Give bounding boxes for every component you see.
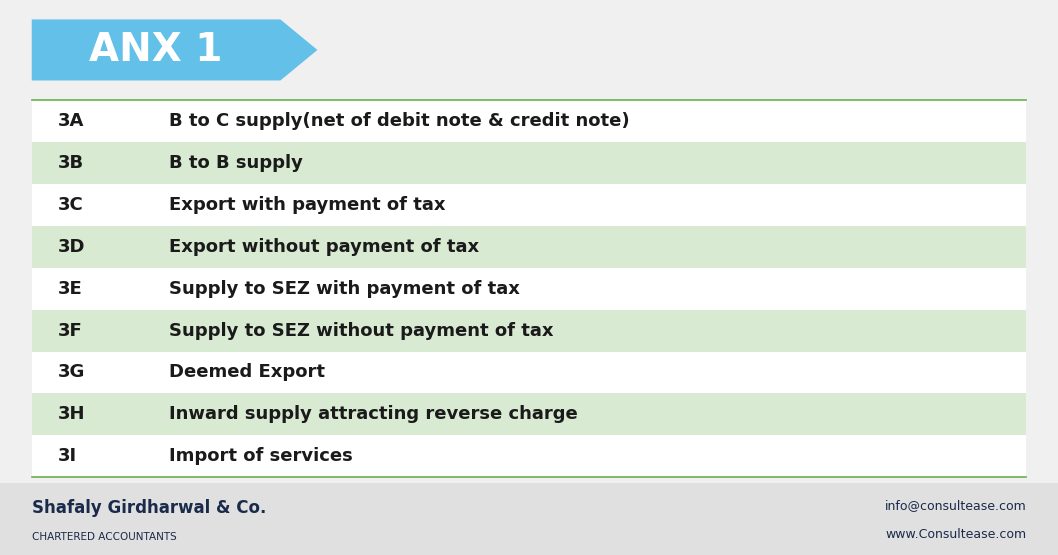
FancyBboxPatch shape	[32, 435, 1026, 477]
FancyBboxPatch shape	[0, 483, 1058, 555]
FancyBboxPatch shape	[32, 393, 1026, 435]
FancyBboxPatch shape	[32, 100, 1026, 142]
Text: Export with payment of tax: Export with payment of tax	[169, 196, 445, 214]
FancyBboxPatch shape	[32, 351, 1026, 393]
Text: ANX 1: ANX 1	[89, 31, 223, 69]
FancyBboxPatch shape	[32, 226, 1026, 268]
Text: CHARTERED ACCOUNTANTS: CHARTERED ACCOUNTANTS	[32, 532, 177, 542]
FancyBboxPatch shape	[32, 142, 1026, 184]
Text: 3H: 3H	[58, 405, 86, 423]
Text: B to B supply: B to B supply	[169, 154, 304, 172]
Text: 3F: 3F	[58, 321, 83, 340]
Text: Deemed Export: Deemed Export	[169, 364, 325, 381]
Text: 3D: 3D	[58, 238, 86, 256]
Text: Import of services: Import of services	[169, 447, 353, 465]
Polygon shape	[32, 19, 317, 80]
Text: 3E: 3E	[58, 280, 83, 297]
Text: Supply to SEZ without payment of tax: Supply to SEZ without payment of tax	[169, 321, 553, 340]
Text: info@consultease.com: info@consultease.com	[884, 500, 1026, 512]
Text: B to C supply(net of debit note & credit note): B to C supply(net of debit note & credit…	[169, 112, 630, 130]
FancyBboxPatch shape	[32, 310, 1026, 351]
Text: 3I: 3I	[58, 447, 77, 465]
FancyBboxPatch shape	[32, 268, 1026, 310]
Text: Supply to SEZ with payment of tax: Supply to SEZ with payment of tax	[169, 280, 521, 297]
Text: 3A: 3A	[58, 112, 85, 130]
Text: 3G: 3G	[58, 364, 86, 381]
Text: Shafaly Girdharwal & Co.: Shafaly Girdharwal & Co.	[32, 499, 267, 517]
FancyBboxPatch shape	[32, 184, 1026, 226]
Text: www.Consultease.com: www.Consultease.com	[886, 528, 1026, 541]
Text: 3B: 3B	[58, 154, 85, 172]
Text: Export without payment of tax: Export without payment of tax	[169, 238, 479, 256]
Text: Inward supply attracting reverse charge: Inward supply attracting reverse charge	[169, 405, 578, 423]
Text: 3C: 3C	[58, 196, 84, 214]
